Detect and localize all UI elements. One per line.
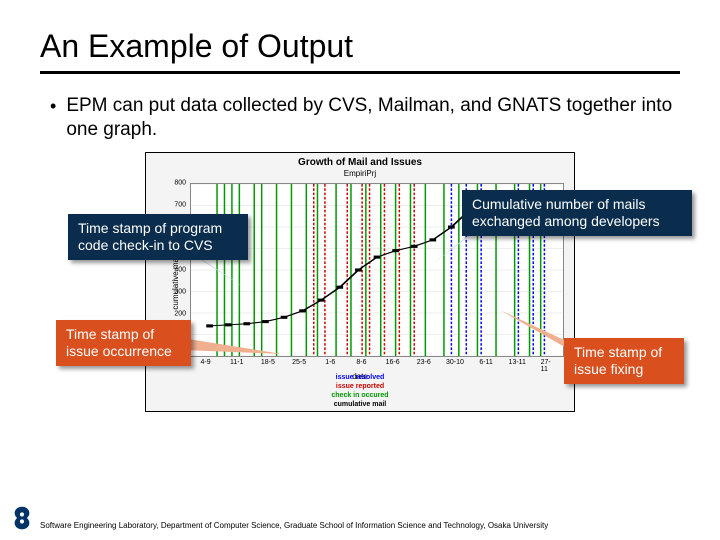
chart-legend: issue resolvedissue reportedcheck in occ… — [146, 373, 574, 409]
chart-title: Growth of Mail and Issues — [146, 157, 574, 168]
footer-text: Software Engineering Laboratory, Departm… — [40, 521, 680, 530]
callout-cvs: Time stamp of programcode check-in to CV… — [68, 214, 248, 260]
callout-issue-occurrence: Time stamp ofissue occurrence — [56, 320, 191, 366]
chart-subtitle: EmpiriPrj — [146, 169, 574, 178]
slide-title: An Example of Output — [40, 28, 680, 74]
bullet-text: EPM can put data collected by CVS, Mailm… — [66, 94, 680, 142]
pointer-issue-occ — [182, 330, 282, 370]
bullet-marker: • — [50, 94, 56, 118]
bullet-item: • EPM can put data collected by CVS, Mai… — [50, 94, 680, 142]
university-logo-icon — [8, 504, 36, 532]
callout-issue-fixing: Time stamp ofissue fixing — [564, 338, 684, 384]
pointer-issue-fix — [500, 310, 570, 360]
callout-mails: Cumulative number of mailsexchanged amon… — [462, 190, 692, 236]
